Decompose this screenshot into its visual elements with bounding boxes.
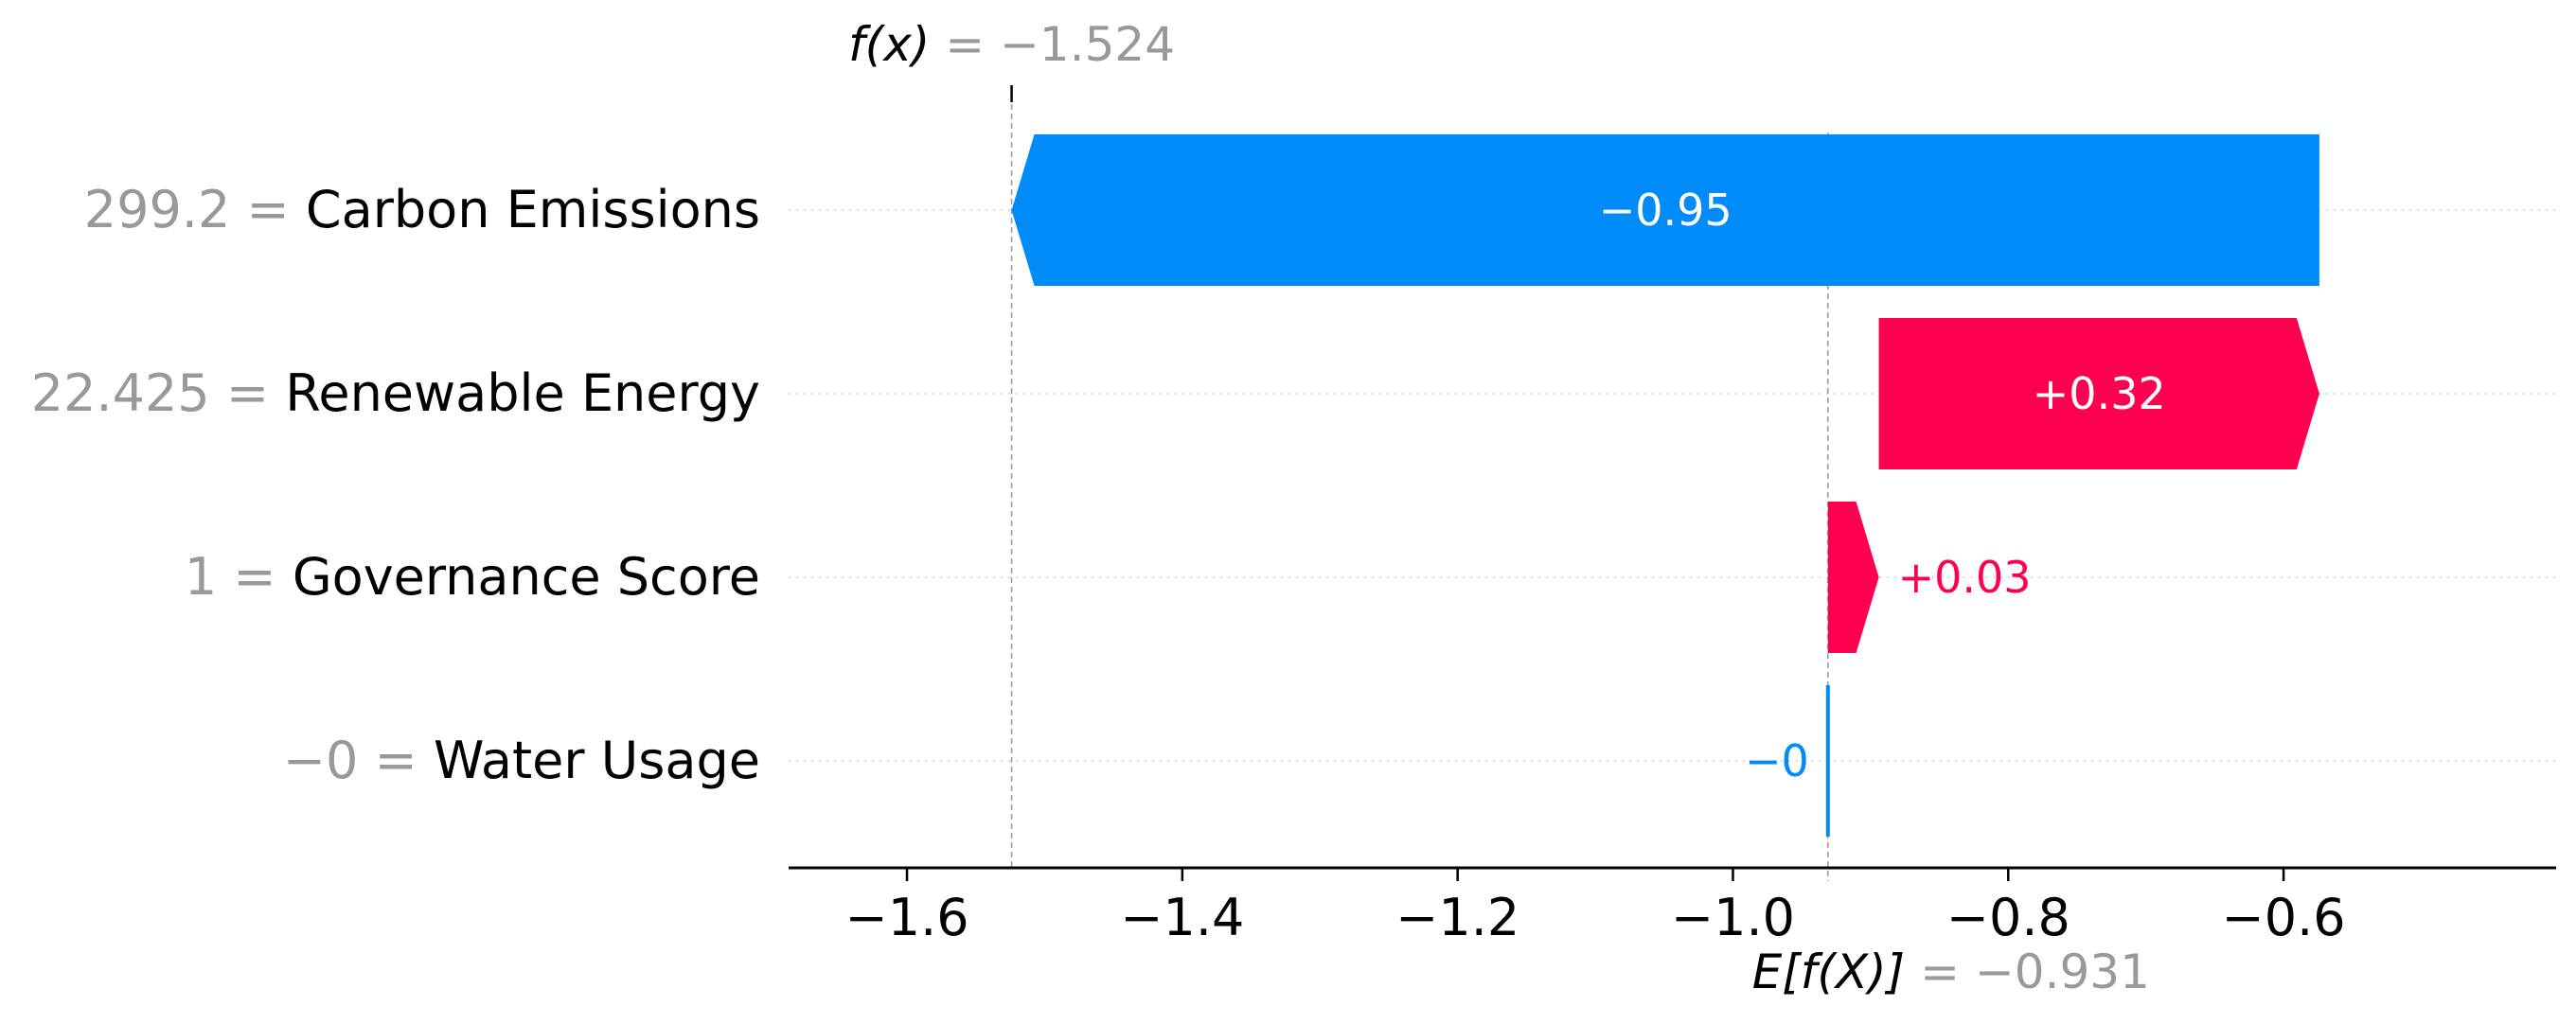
output-value-number: = −1.524 [945, 17, 1175, 72]
x-tick-label: −1.0 [1671, 888, 1795, 947]
feature-value: 22.425 = [31, 363, 286, 423]
bar-value-label: −0.95 [1599, 185, 1732, 236]
feature-value: 1 = [185, 547, 293, 607]
feature-label: 22.425 = Renewable Energy [31, 363, 760, 423]
bar-carbon-emissions [1011, 134, 2319, 286]
base-value-symbol: E[f(X)] [1752, 945, 1920, 999]
x-axis: −1.6 −1.4 −1.2 −1.0 −0.8 −0.6 [789, 866, 2556, 947]
x-tick-label: −0.6 [2222, 888, 2346, 947]
feature-name: Governance Score [293, 547, 760, 607]
feature-labels: 299.2 = Carbon Emissions 22.425 = Renewab… [31, 180, 760, 790]
bar-governance-score [1827, 502, 1879, 653]
annotations: f(x) = −1.524 E[f(X)] = −0.931 [848, 17, 2150, 999]
bar-value-label: +0.03 [1898, 552, 2032, 603]
feature-name: Carbon Emissions [306, 180, 760, 239]
output-value-annotation: f(x) = −1.524 [848, 17, 1175, 72]
x-tick-label: −1.2 [1395, 888, 1519, 947]
output-value-symbol: f(x) [848, 17, 945, 72]
feature-value: 299.2 = [84, 180, 306, 239]
feature-name: Water Usage [434, 731, 760, 790]
bar-value-label: +0.32 [2033, 368, 2166, 419]
x-tick-label: −0.8 [1946, 888, 2070, 947]
x-tick-label: −1.6 [844, 888, 968, 947]
feature-name: Renewable Energy [285, 363, 760, 423]
feature-label: −0 = Water Usage [283, 731, 760, 790]
base-value-number: = −0.931 [1920, 945, 2150, 999]
feature-label: 1 = Governance Score [185, 547, 760, 607]
x-tick-label: −1.4 [1120, 888, 1244, 947]
feature-value: −0 = [283, 731, 434, 790]
gridlines [789, 209, 2556, 762]
bar-value-label: −0 [1745, 735, 1809, 786]
feature-label: 299.2 = Carbon Emissions [84, 180, 760, 239]
bars: −0.95 +0.32 +0.03 −0 [1011, 134, 2319, 837]
base-value-annotation: E[f(X)] = −0.931 [1752, 945, 2150, 999]
bar-renewable-energy [1878, 318, 2319, 469]
